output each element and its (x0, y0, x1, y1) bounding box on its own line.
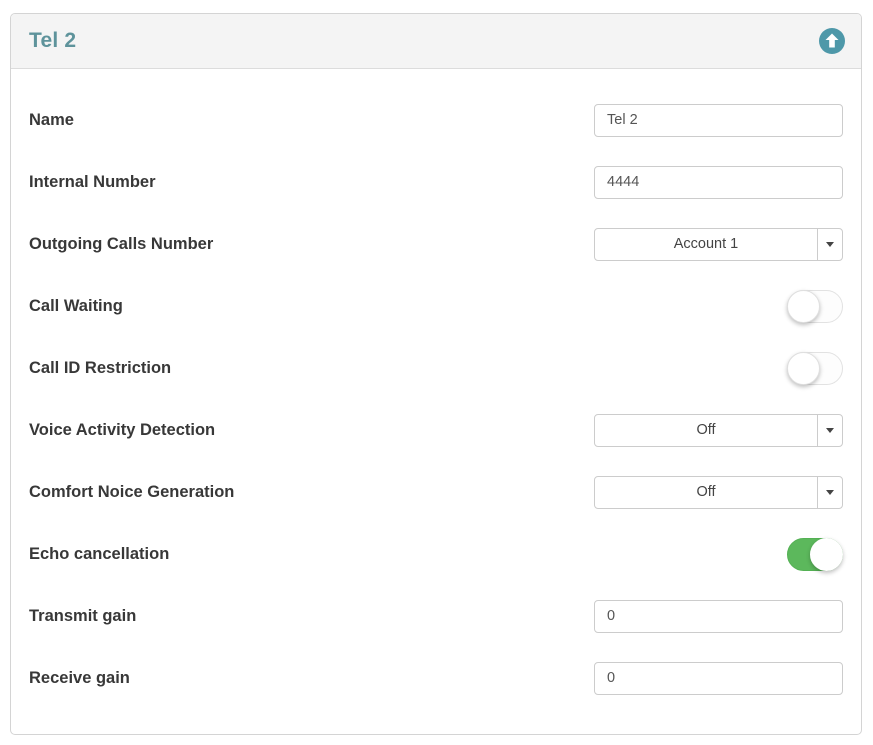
outgoing-calls-number-label: Outgoing Calls Number (29, 234, 214, 253)
toggle-knob (787, 351, 820, 385)
voice-activity-detection-select[interactable]: Off (594, 413, 843, 447)
comfort-noice-generation-select[interactable]: Off (594, 475, 843, 509)
call-waiting-row: Call Waiting (29, 275, 843, 337)
internal-number-input[interactable] (594, 165, 843, 199)
voice-activity-detection-row: Voice Activity Detection Off (29, 399, 843, 461)
collapse-panel-button[interactable] (819, 28, 845, 54)
voice-activity-detection-label: Voice Activity Detection (29, 420, 216, 439)
name-label: Name (29, 110, 74, 129)
caret-down-icon (817, 228, 842, 260)
receive-gain-row: Receive gain (29, 647, 843, 709)
outgoing-calls-number-select[interactable]: Account 1 (594, 227, 843, 261)
toggle-knob (787, 289, 820, 323)
echo-cancellation-toggle[interactable] (787, 537, 843, 571)
echo-cancellation-row: Echo cancellation (29, 523, 843, 585)
call-waiting-label: Call Waiting (29, 296, 123, 315)
name-input[interactable] (594, 103, 843, 137)
echo-cancellation-label: Echo cancellation (29, 544, 170, 563)
caret-down-icon (817, 476, 842, 508)
select-selected-value: Off (696, 422, 716, 438)
select-selected-value: Off (696, 484, 716, 500)
receive-gain-input[interactable] (594, 661, 843, 695)
transmit-gain-row: Transmit gain (29, 585, 843, 647)
select-selected-value: Account 1 (673, 236, 739, 252)
panel-header: Tel 2 (11, 14, 861, 69)
call-id-restriction-row: Call ID Restriction (29, 337, 843, 399)
transmit-gain-input[interactable] (594, 599, 843, 633)
call-id-restriction-label: Call ID Restriction (29, 358, 172, 377)
internal-number-label: Internal Number (29, 172, 156, 191)
toggle-knob (810, 537, 843, 571)
panel-body: Name Internal Number Outgoing Calls Numb… (11, 69, 861, 709)
tel2-settings-panel: Tel 2 Name Internal Number Outgoing C (10, 13, 862, 735)
name-row: Name (29, 89, 843, 151)
comfort-noice-generation-row: Comfort Noice Generation Off (29, 461, 843, 523)
internal-number-row: Internal Number (29, 151, 843, 213)
call-id-restriction-toggle[interactable] (787, 351, 843, 385)
outgoing-calls-number-row: Outgoing Calls Number Account 1 (29, 213, 843, 275)
comfort-noice-generation-label: Comfort Noice Generation (29, 482, 235, 501)
transmit-gain-label: Transmit gain (29, 606, 137, 625)
arrow-up-circle-icon (819, 28, 845, 54)
call-waiting-toggle[interactable] (787, 289, 843, 323)
caret-down-icon (817, 414, 842, 446)
panel-title: Tel 2 (29, 29, 77, 52)
receive-gain-label: Receive gain (29, 668, 130, 687)
